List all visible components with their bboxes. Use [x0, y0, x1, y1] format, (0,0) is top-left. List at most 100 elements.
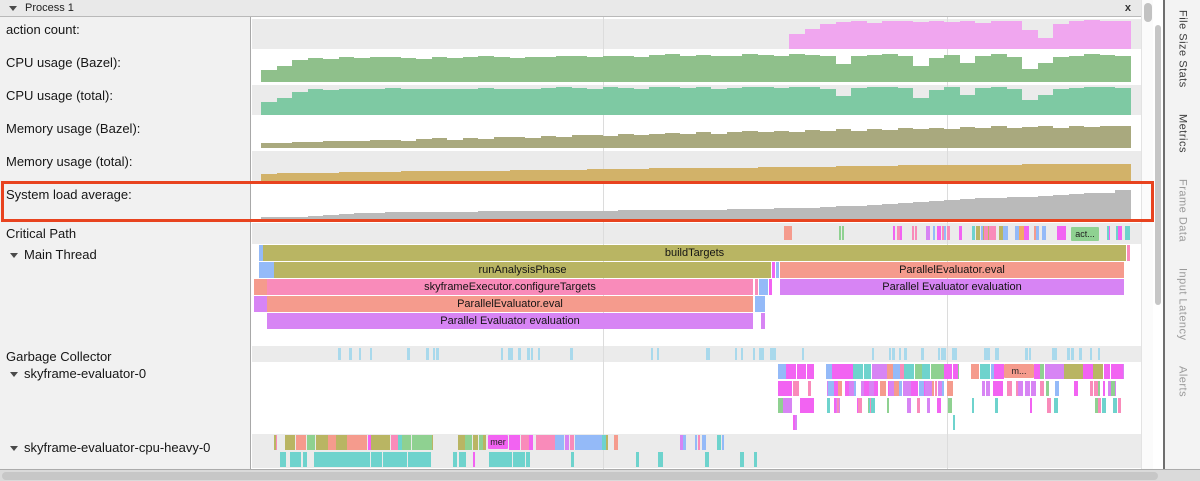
trace-segment[interactable]: [943, 348, 946, 360]
tick-track-garbage-collector[interactable]: [252, 346, 1141, 362]
trace-segment[interactable]: [402, 435, 411, 450]
trace-segment[interactable]: [397, 452, 407, 467]
trace-segment[interactable]: [605, 435, 608, 450]
close-icon[interactable]: x: [1124, 2, 1131, 14]
trace-segment[interactable]: [879, 381, 886, 396]
trace-segment[interactable]: [926, 398, 931, 413]
trace-segment[interactable]: [919, 381, 925, 396]
trace-segment[interactable]: [1110, 364, 1123, 379]
counter-track-action-count[interactable]: [252, 19, 1141, 49]
trace-segment[interactable]: [892, 226, 896, 240]
trace-segment[interactable]: [827, 398, 831, 413]
trace-segment[interactable]: [740, 452, 745, 467]
trace-segment[interactable]: [509, 348, 513, 360]
panel-vertical-scrollbar-thumb[interactable]: [1144, 3, 1152, 22]
trace-segment[interactable]: [1071, 348, 1074, 360]
trace-segment[interactable]: [1025, 381, 1031, 396]
trace-segment[interactable]: [472, 435, 478, 450]
trace-segment[interactable]: [759, 348, 762, 360]
trace-slice[interactable]: [254, 279, 267, 295]
trace-segment[interactable]: [801, 348, 805, 360]
trace-segment[interactable]: [827, 381, 833, 396]
trace-segment[interactable]: [834, 381, 838, 396]
trace-segment[interactable]: [898, 348, 902, 360]
trace-segment[interactable]: [1102, 398, 1106, 413]
trace-segment[interactable]: [296, 452, 299, 467]
trace-segment[interactable]: [349, 348, 352, 360]
trace-segment[interactable]: [530, 348, 534, 360]
trace-segment[interactable]: [986, 381, 991, 396]
trace-segment[interactable]: [995, 398, 998, 413]
trace-segment[interactable]: [858, 398, 862, 413]
trace-segment[interactable]: [1018, 226, 1024, 240]
trace-segment[interactable]: [770, 348, 774, 360]
trace-segment[interactable]: [941, 348, 944, 360]
trace-segment[interactable]: [1025, 348, 1029, 360]
trace-segment[interactable]: [994, 348, 998, 360]
trace-segment[interactable]: [583, 435, 597, 450]
trace-segment[interactable]: [697, 435, 701, 450]
trace-segment[interactable]: [778, 398, 783, 413]
trace-segment[interactable]: [1118, 226, 1122, 240]
trace-segment[interactable]: [752, 348, 755, 360]
trace-segment[interactable]: [433, 348, 436, 360]
trace-segment[interactable]: [426, 348, 429, 360]
trace-segment[interactable]: [407, 348, 411, 360]
trace-segment[interactable]: [891, 348, 895, 360]
slice-parallel-evaluator-evaluation[interactable]: Parallel Evaluator evaluation: [267, 313, 753, 329]
trace-segment[interactable]: [1045, 364, 1055, 379]
trace-slice[interactable]: [259, 262, 274, 278]
trace-slice[interactable]: [755, 279, 758, 295]
tab-file-size-stats[interactable]: File Size Stats: [1176, 10, 1189, 88]
trace-segment[interactable]: [877, 364, 888, 379]
tick-track-critical-path[interactable]: act...: [252, 223, 1141, 244]
trace-segment[interactable]: [800, 398, 806, 413]
trace-segment[interactable]: [849, 381, 854, 396]
trace-segment[interactable]: [972, 226, 975, 240]
trace-segment[interactable]: [786, 226, 793, 240]
trace-segment[interactable]: [905, 381, 911, 396]
trace-segment[interactable]: [1056, 226, 1063, 240]
trace-segment[interactable]: [569, 435, 574, 450]
trace-segment[interactable]: [1063, 364, 1075, 379]
trace-segment[interactable]: [307, 435, 315, 450]
trace-segment[interactable]: [983, 348, 987, 360]
trace-segment[interactable]: [283, 452, 286, 467]
trace-segment[interactable]: [458, 435, 465, 450]
trace-segment[interactable]: [864, 364, 872, 379]
trace-segment[interactable]: [507, 348, 510, 360]
trace-segment[interactable]: [926, 226, 930, 240]
trace-segment[interactable]: [985, 226, 991, 240]
tab-alerts[interactable]: Alerts: [1176, 366, 1189, 398]
trace-segment[interactable]: [916, 398, 921, 413]
trace-segment[interactable]: [979, 364, 990, 379]
trace-segment[interactable]: [297, 452, 301, 467]
trace-segment[interactable]: [934, 381, 937, 396]
trace-segment[interactable]: [778, 364, 787, 379]
trace-segment[interactable]: [293, 452, 296, 467]
trace-segment[interactable]: [1031, 381, 1036, 396]
trace-slice[interactable]: [755, 296, 765, 312]
trace-segment[interactable]: [860, 381, 865, 396]
trace-segment[interactable]: [537, 348, 540, 360]
trace-segment[interactable]: [411, 435, 422, 450]
trace-segment[interactable]: [500, 348, 504, 360]
trace-segment[interactable]: [873, 381, 879, 396]
trace-segment[interactable]: [983, 226, 989, 240]
trace-segment[interactable]: [1115, 226, 1119, 240]
trace-segment[interactable]: [1033, 226, 1037, 240]
trace-segment[interactable]: [782, 381, 793, 396]
trace-segment[interactable]: [869, 398, 872, 413]
trace-segment[interactable]: [527, 348, 530, 360]
trace-segment[interactable]: [518, 348, 521, 360]
trace-segment[interactable]: [929, 381, 932, 396]
slice-parallel-evaluator-evaluation[interactable]: Parallel Evaluator evaluation: [780, 279, 1124, 295]
trace-segment[interactable]: [327, 435, 336, 450]
trace-segment[interactable]: [907, 398, 911, 413]
trace-segment[interactable]: [354, 452, 359, 467]
slice-runanalysisphase[interactable]: runAnalysisPhase: [274, 262, 771, 278]
trace-segment[interactable]: [952, 415, 956, 430]
event-badge[interactable]: act...: [1071, 227, 1099, 241]
trace-segment[interactable]: [772, 348, 776, 360]
trace-segment[interactable]: [793, 381, 800, 396]
